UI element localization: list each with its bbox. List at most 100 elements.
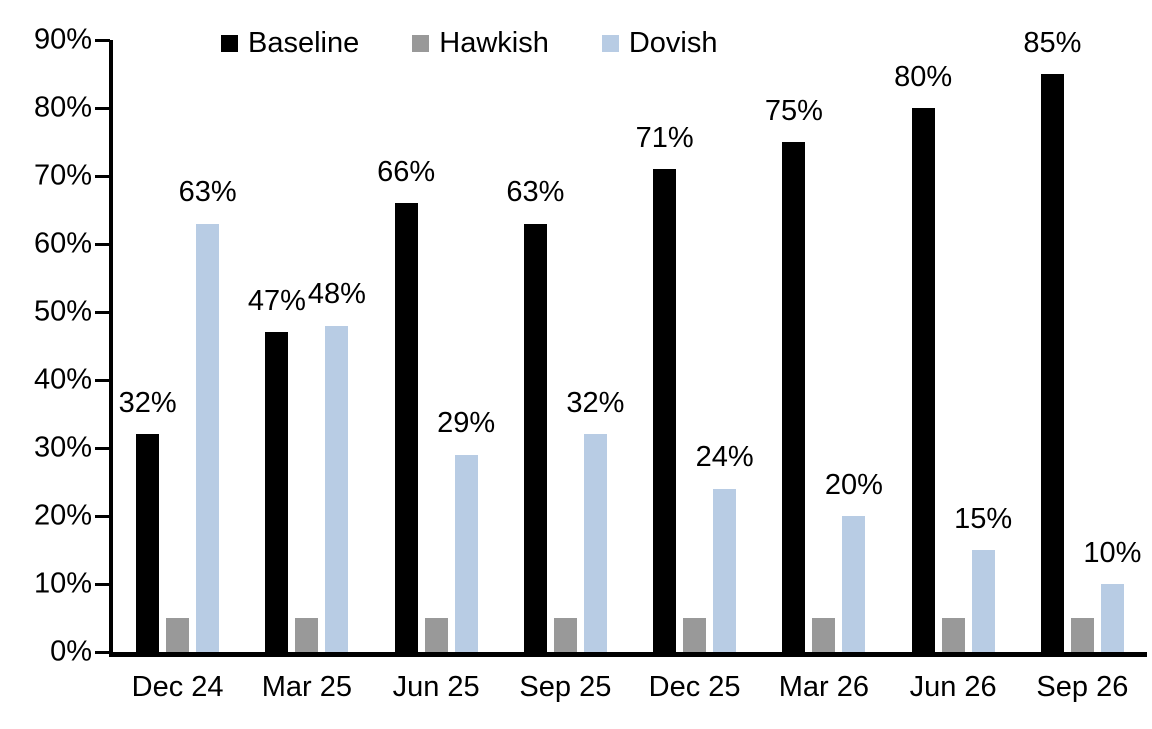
bar-dovish: [196, 223, 220, 652]
bar-column-baseline: 80%: [894, 40, 952, 652]
bar-baseline: [782, 142, 806, 652]
bar-column-dovish: 63%: [179, 40, 237, 652]
bar-column-hawkish: [553, 40, 577, 652]
data-label-baseline: 63%: [506, 176, 565, 209]
bar-baseline: [394, 203, 418, 652]
bar-column-dovish: 48%: [308, 40, 366, 652]
data-label-dovish: 15%: [954, 502, 1013, 535]
bar-hawkish: [812, 618, 836, 652]
bar-dovish: [713, 488, 737, 652]
y-axis-tick-label: 40%: [33, 363, 92, 396]
bar-group-mar-25: 47% 48%: [242, 40, 371, 652]
y-axis-tick-mark: [95, 106, 110, 110]
bar-baseline: [653, 169, 677, 652]
bar-column-hawkish: [683, 40, 707, 652]
y-axis-tick-mark: [95, 514, 110, 518]
bar-hawkish: [683, 618, 707, 652]
bar-dovish: [971, 550, 995, 652]
legend-label: Dovish: [628, 27, 718, 60]
bar-column-dovish: 10%: [1083, 40, 1141, 652]
chart-legend: Baseline Hawkish Dovish: [221, 24, 718, 64]
bar-column-dovish: 15%: [954, 40, 1012, 652]
bar-group-sep-26: 85% 10%: [1018, 27, 1147, 652]
bar-dovish: [842, 516, 866, 652]
y-axis-tick-label: 70%: [33, 159, 92, 192]
data-label-baseline: 47%: [247, 285, 306, 318]
bar-baseline: [523, 223, 547, 652]
legend-item-hawkish: Hawkish: [412, 27, 549, 60]
x-axis-line: [109, 652, 1147, 657]
bar-hawkish: [166, 618, 190, 652]
data-label-dovish: 24%: [695, 441, 754, 474]
y-axis-tick-mark: [95, 378, 110, 382]
x-axis-category-label: Mar 26: [778, 671, 869, 703]
y-axis-tick-label: 90%: [33, 23, 92, 56]
bar-group-sep-25: 63% 32%: [501, 40, 630, 652]
bar-column-baseline: 47%: [248, 40, 306, 652]
bar-baseline: [136, 434, 160, 652]
x-axis-category-label: Dec 25: [648, 671, 741, 703]
data-label-baseline: 75%: [764, 94, 823, 127]
bar-dovish: [454, 454, 478, 652]
bar-column-dovish: 24%: [696, 40, 754, 652]
y-axis-tick-label: 10%: [33, 567, 92, 600]
y-axis-tick-mark: [95, 174, 110, 178]
bar-baseline: [1040, 74, 1064, 652]
bar-column-baseline: 85%: [1023, 27, 1081, 652]
bar-hawkish: [1070, 618, 1094, 652]
x-axis-category-label: Dec 24: [131, 671, 224, 703]
y-axis-line: [109, 40, 113, 657]
x-axis-labels: Dec 24 Mar 25 Jun 25 Sep 25 Dec 25 Mar 26 Jun …: [113, 671, 1147, 704]
data-label-baseline: 71%: [635, 121, 694, 154]
bar-dovish: [1100, 584, 1124, 652]
bar-column-hawkish: [812, 40, 836, 652]
x-axis-category-label: Jun 25: [392, 671, 480, 703]
bar-column-dovish: 32%: [566, 40, 624, 652]
y-axis-tick-label: 80%: [33, 91, 92, 124]
bar-column-hawkish: [166, 40, 190, 652]
y-axis-tick-mark: [95, 310, 110, 314]
bar-column-hawkish: [1070, 40, 1094, 652]
y-axis-tick-mark: [95, 582, 110, 586]
data-label-dovish: 20%: [824, 468, 883, 501]
y-axis-tick-label: 20%: [33, 499, 92, 532]
legend-swatch-icon: [221, 35, 238, 53]
bar-dovish: [325, 325, 349, 652]
bar-baseline: [265, 332, 289, 652]
bar-group-dec-24: 32% 63%: [113, 40, 242, 652]
bar-group-mar-26: 75% 20%: [759, 40, 888, 652]
y-axis-tick-mark: [95, 650, 110, 654]
y-axis-tick-label: 50%: [33, 295, 92, 328]
y-axis-tick-label: 60%: [33, 227, 92, 260]
x-axis-category-label: Jun 26: [909, 671, 997, 703]
legend-item-baseline: Baseline: [221, 27, 360, 60]
bar-group-dec-25: 71% 24%: [630, 40, 759, 652]
bar-baseline: [911, 108, 935, 652]
bar-column-dovish: 29%: [437, 40, 495, 652]
x-axis-category-label: Mar 25: [261, 671, 352, 703]
bar-column-baseline: 71%: [636, 40, 694, 652]
legend-label: Hawkish: [439, 27, 549, 60]
bar-column-baseline: 75%: [765, 40, 823, 652]
y-axis-tick-label: 30%: [33, 431, 92, 464]
bar-hawkish: [295, 618, 319, 652]
bar-column-baseline: 63%: [506, 40, 564, 652]
data-label-baseline: 85%: [1023, 26, 1082, 59]
legend-item-dovish: Dovish: [601, 27, 718, 60]
bar-column-baseline: 32%: [119, 40, 177, 652]
bar-hawkish: [941, 618, 965, 652]
y-axis-tick-mark: [95, 38, 110, 42]
y-axis-tick-mark: [95, 242, 110, 246]
bar-column-dovish: 20%: [825, 40, 883, 652]
data-label-dovish: 10%: [1083, 536, 1142, 569]
y-axis-tick-label: 0%: [50, 635, 92, 668]
plot-area: 32% 63% 47% 48% 66% 29% 63% 32% 71% 24% 75% 20% 80% 1…: [113, 27, 1147, 652]
data-label-dovish: 29%: [437, 407, 496, 440]
legend-label: Baseline: [248, 27, 360, 60]
x-axis-category-label: Sep 25: [519, 671, 612, 703]
bar-group-jun-25: 66% 29%: [372, 40, 501, 652]
data-label-baseline: 66%: [377, 155, 436, 188]
legend-swatch-icon: [412, 35, 430, 53]
x-axis-category-label: Sep 26: [1036, 671, 1129, 703]
